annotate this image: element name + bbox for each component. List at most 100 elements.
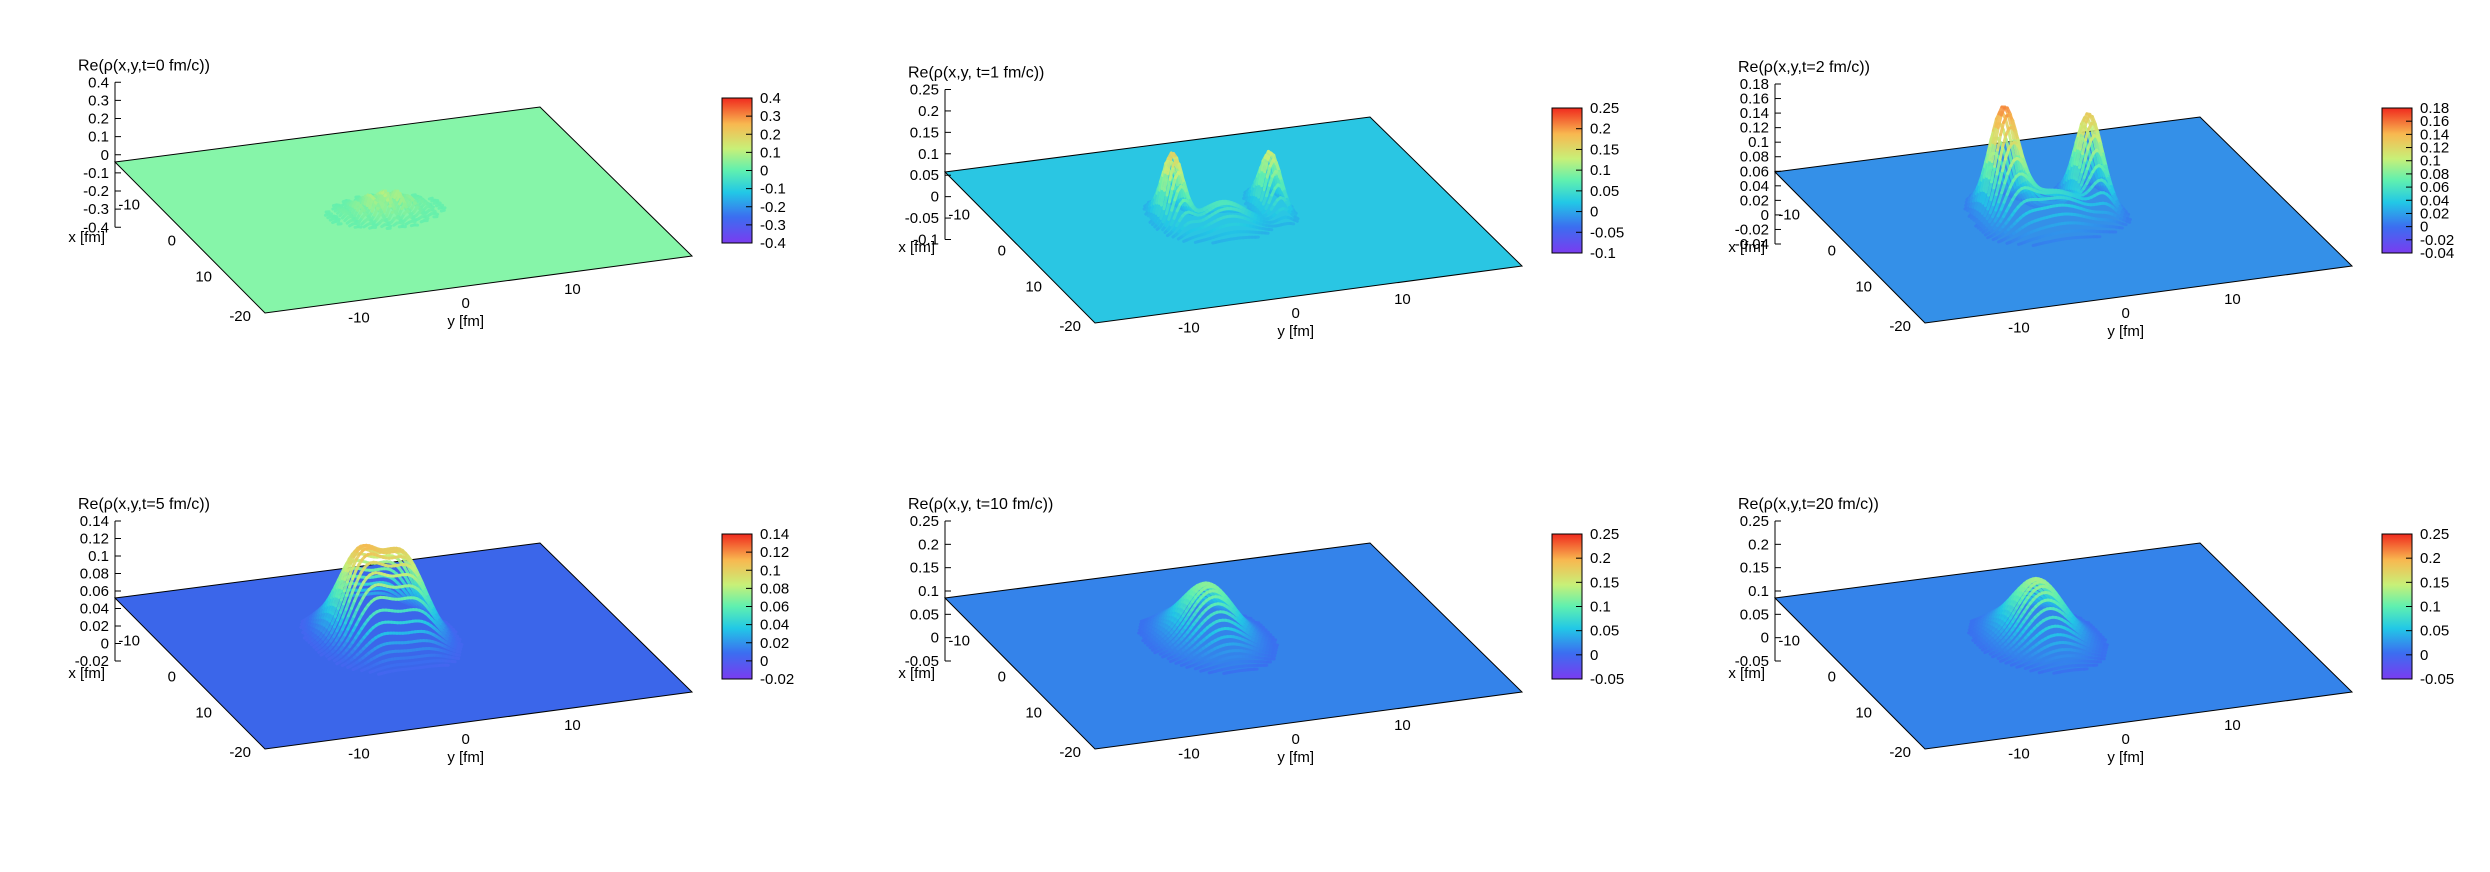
z-tick-label: 0.15 xyxy=(1740,560,1769,577)
surface-segment xyxy=(370,200,377,213)
surface-segment xyxy=(1165,177,1172,197)
surface-base-plane xyxy=(1773,116,2354,324)
surface-segment xyxy=(1982,160,1989,179)
surface-segment xyxy=(1292,218,1299,223)
colorbar-tick-label: 0.25 xyxy=(2420,526,2449,543)
surface-segment xyxy=(1982,174,1989,192)
surface-segment xyxy=(1158,174,1165,192)
z-tick-label: 0.05 xyxy=(910,167,939,184)
colorbar-tick-label: -0.1 xyxy=(760,181,786,198)
chart-title: Re(ρ(x,y,t=2 fm/c)) xyxy=(1738,59,1870,76)
panel-4: 0.140.120.10.080.060.040.020-0.02Re(ρ(x,… xyxy=(68,496,794,766)
y-tick-label: 10 xyxy=(1394,291,1411,308)
surface-segment xyxy=(2077,170,2084,184)
colorbar-tick-label: 0.12 xyxy=(2420,140,2449,157)
surface-segment xyxy=(2010,163,2017,179)
z-tick-label: -0.3 xyxy=(83,201,109,218)
surface-segment xyxy=(1976,189,1983,203)
surface-segment xyxy=(2100,640,2107,644)
x-tick-label: -20 xyxy=(1059,318,1081,335)
surface-segment xyxy=(339,589,346,602)
surface-segment xyxy=(420,211,427,218)
z-tick-label: 0.2 xyxy=(88,111,109,128)
z-tick-label: -0.1 xyxy=(913,232,939,249)
chart-title: Re(ρ(x,y, t=10 fm/c)) xyxy=(908,496,1053,513)
x-tick-label: -10 xyxy=(118,196,140,213)
surface-segment xyxy=(2069,176,2076,191)
y-tick-label: 10 xyxy=(564,717,581,734)
surface-segment xyxy=(345,585,352,597)
surface-segment xyxy=(2083,147,2090,162)
surface-segment xyxy=(1996,133,2003,152)
surface-segment xyxy=(342,580,349,593)
surface-segment xyxy=(1259,188,1266,202)
colorbar-tick-label: -0.3 xyxy=(760,217,786,234)
colorbar-tick-label: -0.05 xyxy=(2420,671,2454,688)
colorbar-tick-label: 0.04 xyxy=(2420,192,2449,209)
x-axis-label: x [fm] xyxy=(1728,665,1765,682)
colorbar-tick-label: 0 xyxy=(1590,647,1598,664)
surface-segment xyxy=(2079,118,2086,135)
colorbar-tick-label: -0.2 xyxy=(760,199,786,216)
surface-segment xyxy=(2067,164,2074,181)
z-tick-label: -0.05 xyxy=(905,210,939,227)
y-tick-label: -10 xyxy=(2008,745,2030,762)
surface-segment xyxy=(2089,625,2096,629)
colorbar-tick-label: 0.1 xyxy=(760,144,781,161)
colorbar-tick-label: 0.02 xyxy=(760,635,789,652)
colorbar-tick-label: 0.15 xyxy=(1590,141,1619,158)
surface-segment xyxy=(1990,142,1997,163)
z-tick-label: -0.2 xyxy=(83,183,109,200)
colorbar-tick-label: 0.08 xyxy=(2420,166,2449,183)
y-axis-label: y [fm] xyxy=(447,313,484,330)
chart-title: Re(ρ(x,y,t=20 fm/c)) xyxy=(1738,496,1879,513)
surface-segment xyxy=(2091,627,2098,632)
z-tick-label: 0.05 xyxy=(1740,606,1769,623)
surface-segment xyxy=(1152,192,1159,206)
z-tick-label: 0 xyxy=(931,189,939,206)
surface-segment xyxy=(410,219,417,224)
surface-segment xyxy=(1157,203,1163,217)
x-tick-label: -20 xyxy=(229,308,251,325)
z-tick-label: 0 xyxy=(101,147,109,164)
surface-segment xyxy=(1170,198,1177,212)
surface-segment xyxy=(382,198,389,214)
surface-segment xyxy=(385,204,392,217)
surface-segment xyxy=(2125,219,2132,224)
z-tick-label: 0.04 xyxy=(1740,178,1769,195)
colorbar-tick-label: 0.2 xyxy=(1590,121,1611,138)
surface-segment xyxy=(455,638,461,643)
surface-segment xyxy=(1991,193,1998,207)
surface-segment xyxy=(332,214,339,219)
z-tick-label: 0.15 xyxy=(910,124,939,141)
z-tick-label: -0.02 xyxy=(1735,221,1769,238)
surface-segment xyxy=(2072,163,2079,180)
y-tick-label: -10 xyxy=(348,309,370,326)
z-tick-label: 0 xyxy=(1761,207,1769,224)
surface-segment xyxy=(1998,144,2005,161)
surface-segment xyxy=(2095,150,2102,168)
surface-segment xyxy=(1252,182,1259,197)
surface-segment xyxy=(1170,176,1177,191)
surface-segment xyxy=(1257,168,1264,186)
surface-segment xyxy=(1988,129,1995,148)
z-tick-label: 0.25 xyxy=(910,82,939,99)
y-tick-label: 0 xyxy=(1292,731,1300,748)
surface-segment xyxy=(1979,189,1986,203)
colorbar-tick-label: 0 xyxy=(2420,219,2428,236)
surface-segment xyxy=(1162,193,1169,211)
colorbar-tick-label: 0.15 xyxy=(1590,574,1619,591)
colorbar-tick-label: 0.18 xyxy=(2420,100,2449,117)
y-axis-label: y [fm] xyxy=(1277,749,1314,766)
surface-segment xyxy=(2062,178,2069,192)
y-tick-label: 0 xyxy=(2122,305,2130,322)
panel-2: 0.25 0.2 0.15 0.1 0.05 0 -0.05 -0.1 Re(ρ(x,y, t=… xyxy=(898,65,1624,341)
x-tick-label: 0 xyxy=(168,669,176,686)
colorbar-tick-label: 0 xyxy=(760,163,768,180)
colorbar-tick-label: 0.12 xyxy=(760,544,789,561)
surface-segment xyxy=(1257,184,1264,199)
surface-base-plane xyxy=(1773,542,2354,750)
surface-segment xyxy=(398,220,405,226)
surface-segment xyxy=(386,223,393,228)
surface-segment xyxy=(1160,170,1167,191)
